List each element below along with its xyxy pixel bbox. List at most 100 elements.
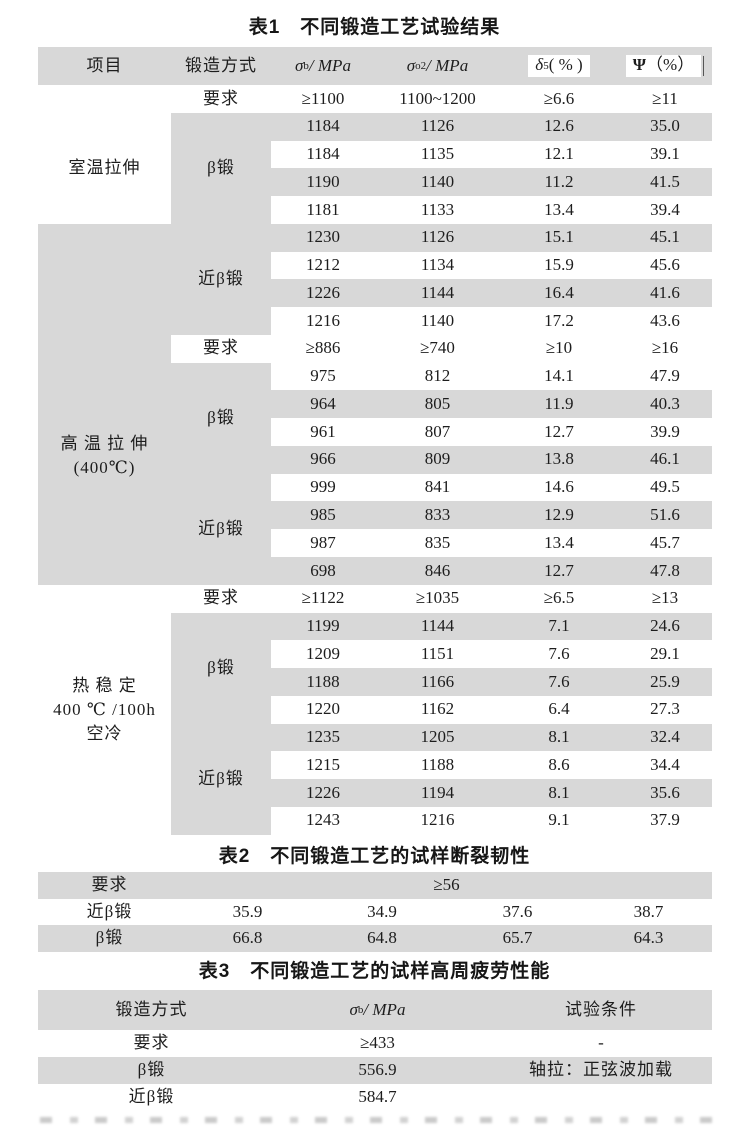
t1-data-value: 7.6 <box>500 668 618 696</box>
t1-data-value: 8.1 <box>500 723 618 752</box>
t1-data-value: 40.3 <box>618 390 712 419</box>
t1-req-label: 要求 <box>203 338 239 358</box>
t1-req-value: ≥1100 <box>301 88 345 108</box>
t3-value: 556.9 <box>265 1057 490 1084</box>
t1-data-value: 12.6 <box>500 112 618 141</box>
t2-value: 37.6 <box>502 901 533 921</box>
t1-data-value: 812 <box>424 366 451 386</box>
t1-data-value: 12.7 <box>544 421 574 441</box>
t1-item-room-temp: 室温拉伸 <box>68 158 141 178</box>
t1-data-value: 1243 <box>306 810 340 830</box>
t1-data-value: 13.4 <box>544 199 574 219</box>
t1-req-value: ≥1035 <box>415 588 460 608</box>
t1-data-value: 8.1 <box>500 779 618 807</box>
t1-data-value: 1140 <box>375 168 500 197</box>
t1-data-value: 39.4 <box>650 199 680 219</box>
t1-data-value: 1190 <box>271 168 375 197</box>
t1-req-value: 1100~1200 <box>399 88 476 108</box>
t1-data-value: 14.1 <box>544 366 574 386</box>
t1-data-value: 34.4 <box>650 754 680 774</box>
t3-col-method: 锻造方式 <box>38 990 265 1030</box>
t1-data-value: 1184 <box>271 112 375 141</box>
t1-data-value: 11.2 <box>500 168 618 197</box>
t1-data-value: 39.1 <box>650 144 680 164</box>
t1-data-value: 833 <box>375 501 500 530</box>
t1-data-value: 1194 <box>375 779 500 807</box>
scan-artifact-tick <box>703 56 705 76</box>
t3-method-beta: β锻 <box>38 1057 265 1084</box>
t1-data-value: 24.6 <box>618 612 712 641</box>
t2-value: 38.7 <box>633 901 664 921</box>
t1-data-value: 1126 <box>375 112 500 141</box>
t1-data-value: 11.9 <box>500 390 618 419</box>
t1-col-sigma-o2: σ o2 / MPa <box>375 47 500 85</box>
t1-data-value: 1162 <box>420 699 455 719</box>
t2-value: 65.7 <box>450 925 585 953</box>
t1-req-value: ≥6.5 <box>543 588 575 608</box>
t1-data-value: 45.6 <box>650 255 680 275</box>
t3-req-label: 要求 <box>133 1033 170 1053</box>
t1-item-high-temp: 高 温 拉 伸 (400℃) <box>38 223 171 585</box>
t1-data-value: 1184 <box>306 144 340 164</box>
t1-data-value: 1188 <box>271 668 375 696</box>
t3-col-condition: 试验条件 <box>490 990 712 1030</box>
t1-data-value: 6.4 <box>548 699 570 719</box>
t2-req-value: ≥56 <box>181 872 712 899</box>
t1-data-value: 1140 <box>420 310 455 330</box>
t3-method-near-beta: 近β锻 <box>128 1087 175 1107</box>
t1-data-value: 13.4 <box>544 532 574 552</box>
table1-title: 表1 不同锻造工艺试验结果 <box>248 17 501 38</box>
t1-req-value: ≥10 <box>545 338 573 358</box>
t1-data-value: 809 <box>375 445 500 474</box>
t2-value: 35.9 <box>232 901 263 921</box>
t1-req-value: ≥13 <box>651 588 679 608</box>
t1-data-value: 1230 <box>271 223 375 252</box>
t1-req-value: ≥886 <box>305 338 341 358</box>
t1-data-value: 966 <box>271 445 375 474</box>
t1-data-value: 1226 <box>271 779 375 807</box>
t1-data-value: 1209 <box>306 643 340 663</box>
t1-req-value: ≥1122 <box>301 588 345 608</box>
t1-data-value: 14.6 <box>544 477 574 497</box>
highlight-box: Ψ （%） <box>625 55 702 77</box>
scan-artifact-cutoff-text <box>40 1117 712 1123</box>
t3-value: 584.7 <box>358 1087 397 1107</box>
t1-data-value: 1235 <box>271 723 375 752</box>
t1-req-label: 要求 <box>203 588 239 608</box>
t1-data-value: 37.9 <box>650 810 680 830</box>
t1-data-value: 35.0 <box>618 112 712 141</box>
table2-title: 表2 不同锻造工艺的试样断裂韧性 <box>218 846 531 867</box>
t1-data-value: 17.2 <box>544 310 574 330</box>
highlight-box: δ 5( % ) <box>528 55 590 77</box>
t1-data-value: 1166 <box>375 668 500 696</box>
t1-data-value: 1216 <box>420 810 455 830</box>
t1-data-value: 835 <box>424 532 451 552</box>
t1-data-value: 1144 <box>375 612 500 641</box>
t3-condition: 轴拉：正弦波加载 <box>490 1057 712 1084</box>
t1-data-value: 47.8 <box>618 557 712 585</box>
t2-value: 34.9 <box>367 901 397 921</box>
t1-data-value: 1133 <box>420 199 455 219</box>
t1-method-beta: β锻 <box>171 612 271 724</box>
t1-data-value: 1135 <box>420 144 455 164</box>
t1-data-value: 7.1 <box>500 612 618 641</box>
t1-data-value: 1199 <box>271 612 375 641</box>
t2-method-near-beta: 近β锻 <box>86 901 133 921</box>
t1-data-value: 807 <box>424 421 451 441</box>
t1-data-value: 32.4 <box>618 723 712 752</box>
t1-data-value: 8.6 <box>548 754 570 774</box>
t1-data-value: 1215 <box>306 754 340 774</box>
t1-data-value: 1226 <box>271 279 375 308</box>
t1-data-value: 51.6 <box>618 501 712 530</box>
t1-req-value: ≥740 <box>420 338 455 358</box>
t1-method-near-beta: 近β锻 <box>171 223 271 335</box>
t1-data-value: 29.1 <box>650 643 680 663</box>
t1-data-value: 961 <box>310 421 336 441</box>
t1-data-value: 846 <box>375 557 500 585</box>
t2-value: 64.3 <box>585 925 712 953</box>
